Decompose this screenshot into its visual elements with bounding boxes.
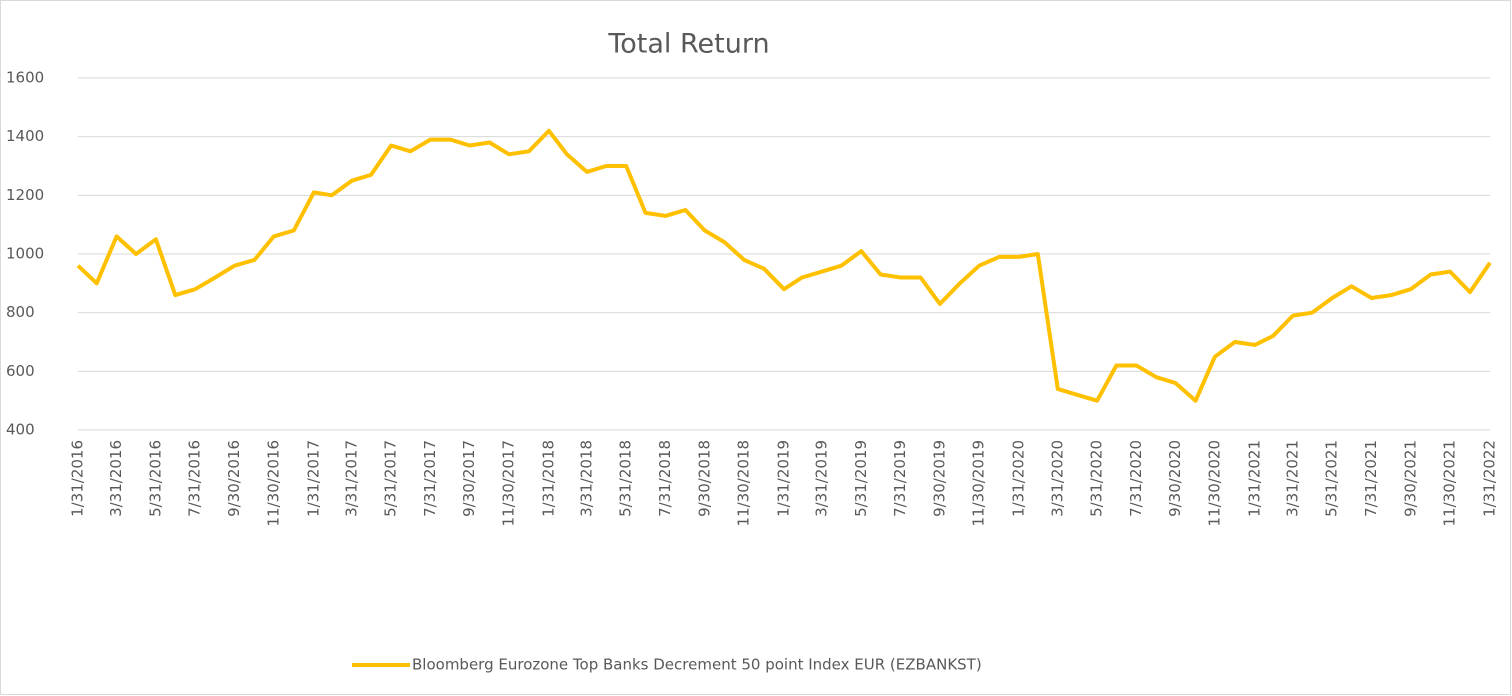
- y-tick-label: 600: [6, 362, 35, 380]
- x-tick-label: 1/31/2016: [69, 440, 87, 517]
- y-tick-label: 1200: [6, 186, 44, 204]
- x-tick-label: 7/31/2019: [891, 440, 909, 517]
- chart-title: Total Return: [607, 29, 769, 60]
- x-tick-label: 1/31/2017: [304, 440, 322, 517]
- x-tick-label: 9/30/2020: [1166, 440, 1184, 517]
- x-tick-label: 1/31/2018: [539, 440, 557, 517]
- y-tick-label: 1600: [6, 69, 44, 87]
- x-tick-label: 3/31/2021: [1283, 440, 1301, 517]
- y-tick-label: 1400: [6, 127, 44, 145]
- x-tick-label: 5/31/2019: [852, 440, 870, 517]
- x-tick-label: 5/31/2021: [1323, 440, 1341, 517]
- x-tick-label: 5/31/2016: [146, 440, 164, 517]
- x-tick-label: 7/31/2016: [186, 440, 204, 517]
- line-series: [76, 128, 1492, 403]
- x-tick-label: 3/31/2017: [342, 440, 360, 517]
- y-tick-label: 1000: [6, 245, 44, 263]
- x-tick-label: 11/30/2021: [1441, 440, 1459, 526]
- x-tick-label: 7/31/2020: [1127, 440, 1145, 517]
- x-tick-label: 3/31/2018: [577, 440, 595, 517]
- x-tick-label: 11/30/2017: [499, 440, 517, 526]
- x-tick-label: 1/31/2020: [1010, 440, 1028, 517]
- x-tick-label: 3/31/2020: [1048, 440, 1066, 517]
- x-tick-label: 7/31/2017: [421, 440, 439, 517]
- x-tick-label: 1/31/2022: [1481, 440, 1499, 517]
- x-tick-label: 1/31/2021: [1245, 440, 1263, 517]
- x-tick-label: 7/31/2018: [656, 440, 674, 517]
- x-tick-label: 5/31/2020: [1088, 440, 1106, 517]
- x-tick-label: 11/30/2020: [1205, 440, 1223, 526]
- x-tick-label: 3/31/2019: [813, 440, 831, 517]
- x-tick-label: 5/31/2018: [617, 440, 635, 517]
- x-tick-label: 11/30/2019: [970, 440, 988, 526]
- x-tick-label: 5/31/2017: [382, 440, 400, 517]
- x-tick-label: 9/30/2021: [1401, 440, 1419, 517]
- x-tick-label: 3/31/2016: [107, 440, 125, 517]
- x-tick-label: 9/30/2019: [930, 440, 948, 517]
- x-tick-label: 11/30/2018: [735, 440, 753, 526]
- y-tick-label: 400: [6, 421, 35, 439]
- x-tick-label: 9/30/2017: [460, 440, 478, 517]
- x-tick-label: 9/30/2016: [225, 440, 243, 517]
- y-tick-label: 800: [6, 303, 35, 321]
- legend-label: Bloomberg Eurozone Top Banks Decrement 5…: [412, 656, 982, 674]
- x-tick-label: 9/30/2018: [695, 440, 713, 517]
- x-tick-label: 1/31/2019: [775, 440, 793, 517]
- x-tick-label: 11/30/2016: [264, 440, 282, 526]
- x-tick-label: 7/31/2021: [1362, 440, 1380, 517]
